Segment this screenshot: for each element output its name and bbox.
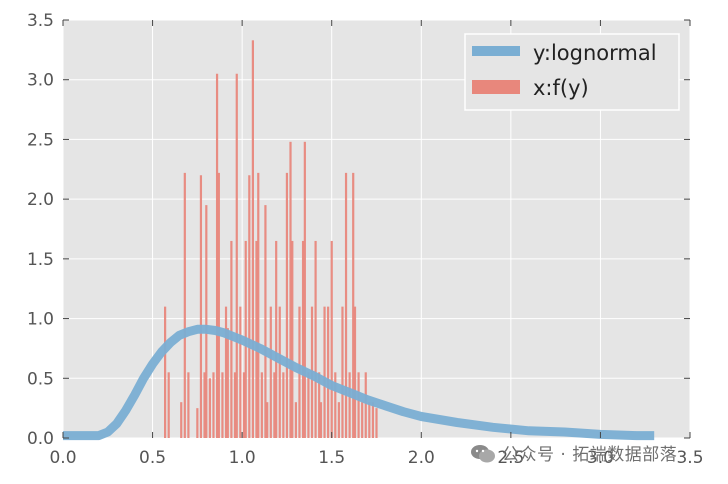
watermark: 公众号 · 拓端数据部落 [470,440,677,465]
hist-bar [208,378,211,438]
grid [62,19,691,439]
hist-bar [348,372,351,438]
y-tick-label: 1.5 [27,250,54,270]
lognormal-line [63,324,655,441]
y-tick-label: 0.5 [27,369,54,389]
hist-bar [266,402,269,438]
hist-bar [217,172,220,438]
hist-bar [327,306,330,438]
hist-bar [318,372,321,438]
hist-bar [205,205,208,438]
x-tick-label: 1.5 [318,448,345,468]
legend-label-fy: x:f(y) [533,76,589,100]
x-tick-label: 3.5 [676,448,703,468]
wechat-icon [471,445,495,463]
legend-swatch-fy [472,80,520,94]
legend-swatch-lognormal [472,46,520,56]
hist-bar [319,402,323,438]
hist-bar [278,306,281,438]
hist-bar [183,172,186,438]
hist-bar [239,306,242,438]
legend-label-lognormal: y:lognormal [533,41,657,65]
hist-bar [235,73,238,438]
hist-bar [303,141,306,438]
axis-ticks: 0.0 0.5 1.0 1.5 2.0 2.5 3.0 3.5 0.0 0.5 1.0 1.5 2.0 2… [27,11,704,468]
hist-bar [285,172,289,438]
hist-bar [330,240,333,438]
hist-bar [257,172,260,438]
y-tick-label: 0.0 [27,429,54,449]
hist-bar [361,402,364,438]
hist-bar [187,372,190,438]
legend: y:lognormal x:f(y) [464,33,680,111]
hist-bar [289,141,292,438]
hist-bar [203,372,206,438]
x-tick-label: 2.0 [408,448,435,468]
hist-bar [371,402,375,438]
hist-bar [314,240,317,438]
hist-bar [352,172,355,438]
hist-bar [291,240,294,438]
hist-bar [224,306,228,438]
hist-bar [167,372,170,438]
watermark-text: 公众号 · 拓端数据部落 [502,445,678,465]
hist-bar [226,328,229,438]
hist-bar [323,306,326,438]
hist-bar [357,372,360,438]
hist-bar [301,240,305,438]
hist-bar [294,402,297,438]
hist-bar [337,402,340,438]
x-tick-label: 0.0 [49,448,76,468]
hist-bar [255,240,258,438]
hist-bar [341,306,344,438]
y-tick-label: 1.0 [27,310,54,330]
hist-bar [375,408,378,438]
hist-bar [282,372,285,438]
hist-bar [212,372,215,438]
x-tick-label: 3.0 [587,448,614,468]
hist-bar [275,240,278,438]
hist-bar [353,306,357,438]
hist-bar [344,172,348,438]
hist-bar [364,372,367,438]
y-tick-label: 2.0 [27,190,54,210]
hist-bar [264,205,267,438]
hist-bar [334,372,337,438]
x-tick-label: 2.5 [497,448,524,468]
hist-bar [180,402,183,438]
hist-bar [233,372,237,438]
y-tick-label: 2.5 [27,130,54,150]
hist-bar [251,40,254,438]
y-tick-label: 3.0 [27,71,54,91]
hist-bar [242,372,246,438]
y-tick-label: 3.5 [27,11,54,31]
hist-bar [196,408,199,438]
hist-bar [164,306,167,438]
x-tick-label: 1.0 [229,448,256,468]
hist-bar [273,372,276,438]
hist-bar [199,175,203,438]
hist-bar [260,372,263,438]
hist-bar [215,73,219,438]
hist-bar [269,306,272,438]
hist-bar [307,372,310,438]
hist-bar [368,402,371,438]
hist-bar [248,175,251,438]
x-tick-label: 0.5 [139,448,166,468]
hist-bar [221,372,224,438]
